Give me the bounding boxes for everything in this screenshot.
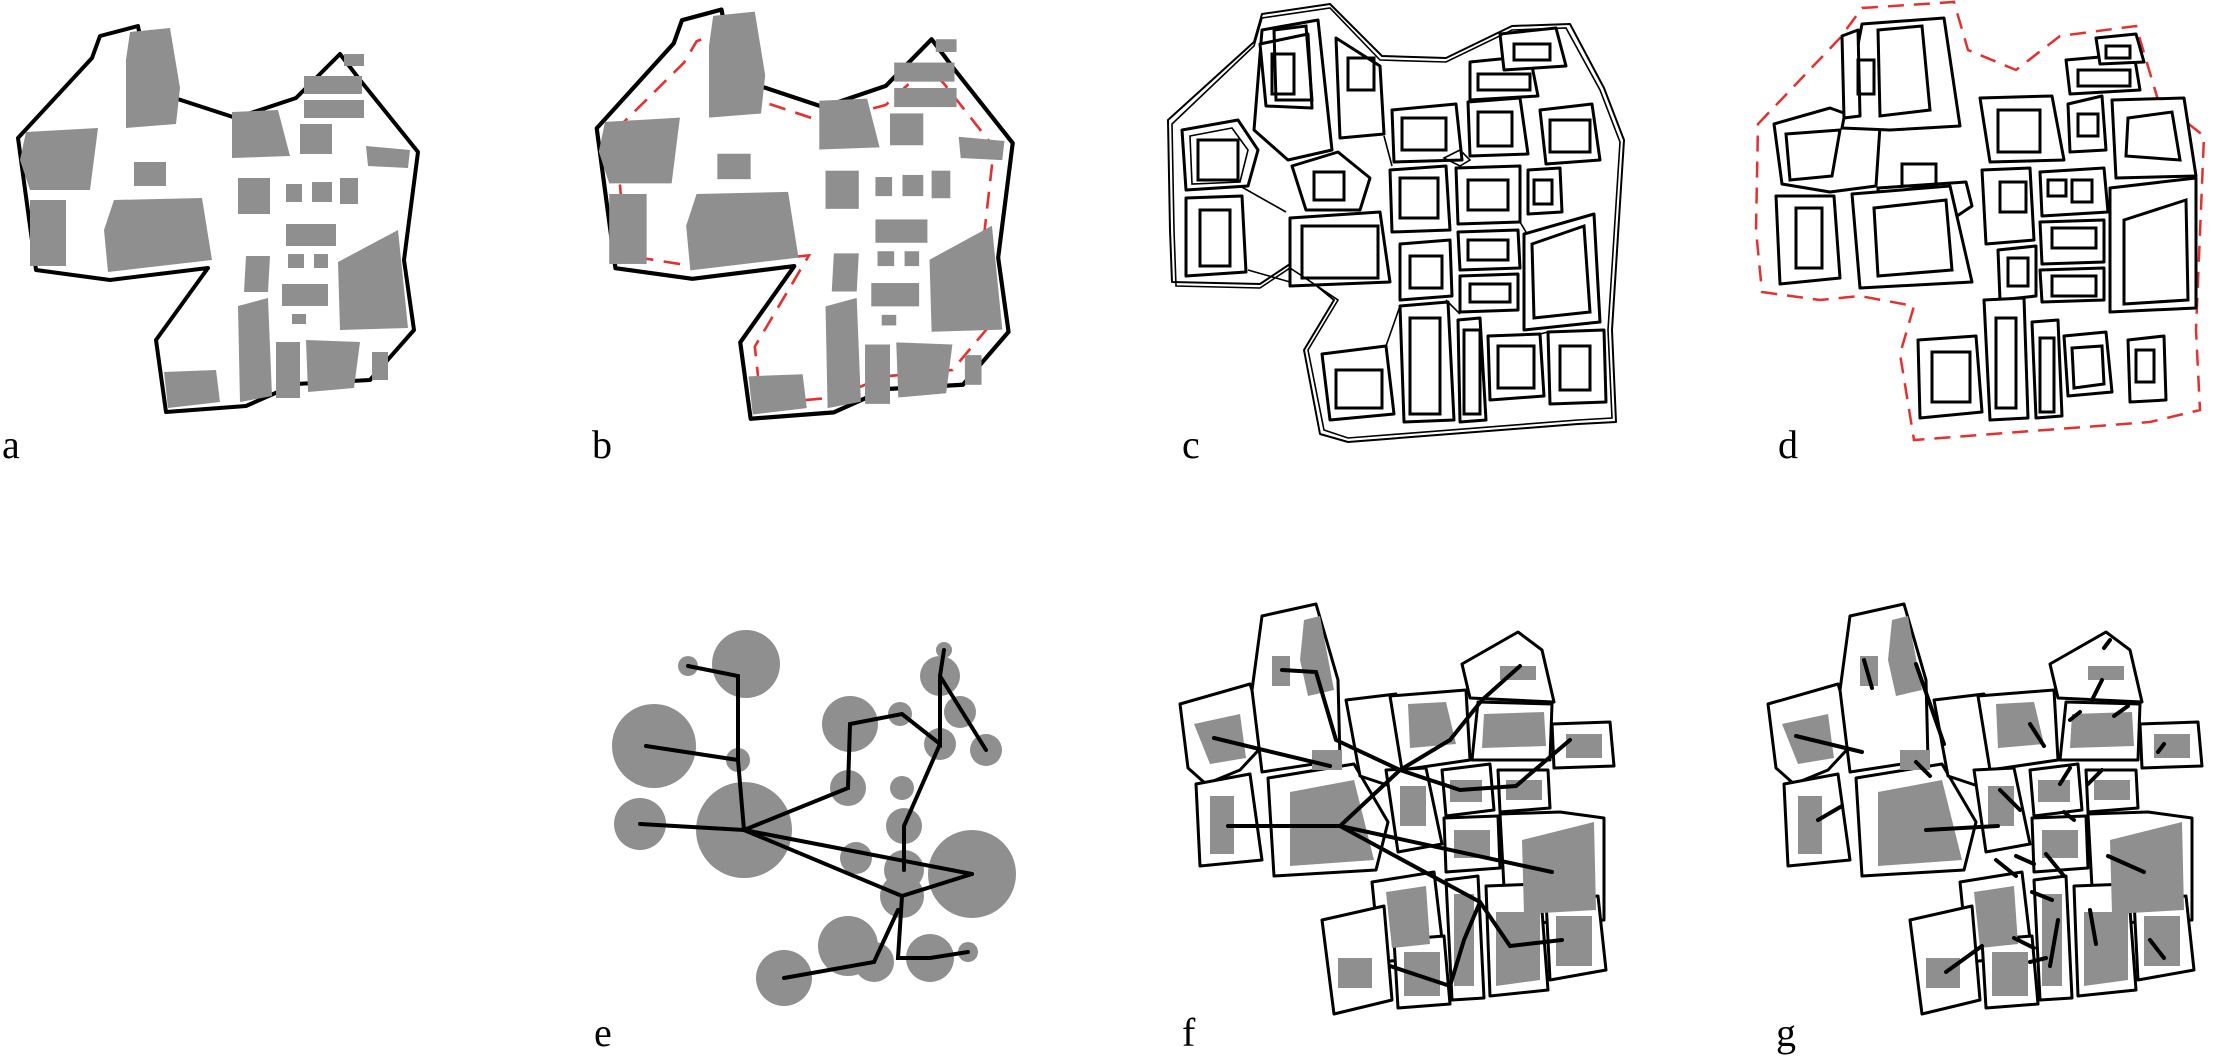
panel-g (1766, 602, 2204, 1016)
inner-building-outlines (1196, 24, 1592, 416)
voronoi-cells (1772, 16, 2198, 422)
panel-label-d: d (1778, 422, 1798, 467)
panel-label-c: c (1182, 422, 1200, 467)
panel-label-g: g (1776, 1010, 1796, 1055)
voronoi-cells (1178, 602, 1616, 1016)
offset-rings (1171, 7, 1621, 439)
panel-f (1178, 602, 1616, 1016)
panel-e (612, 630, 1016, 1006)
buildings (598, 11, 1005, 415)
panel-label-b: b (592, 422, 612, 467)
proximity-edges (638, 648, 988, 980)
adjacency-edges (1794, 638, 2166, 974)
voronoi-cells (1180, 18, 1608, 424)
outer-envelope (1167, 3, 1625, 443)
panel-a (16, 24, 420, 414)
panel-label-a: a (2, 422, 20, 467)
buffer-zone (1754, 0, 2206, 442)
panel-label-e: e (594, 1010, 612, 1055)
inner-building-outlines (1784, 24, 2190, 414)
panel-label-f: f (1182, 1010, 1196, 1055)
mst-edges (1212, 664, 1572, 989)
panel-d (1754, 0, 2206, 442)
panel-c (1167, 3, 1625, 443)
buildings (20, 28, 410, 408)
panel-b (594, 7, 1015, 421)
building-nodes (612, 630, 1016, 1006)
